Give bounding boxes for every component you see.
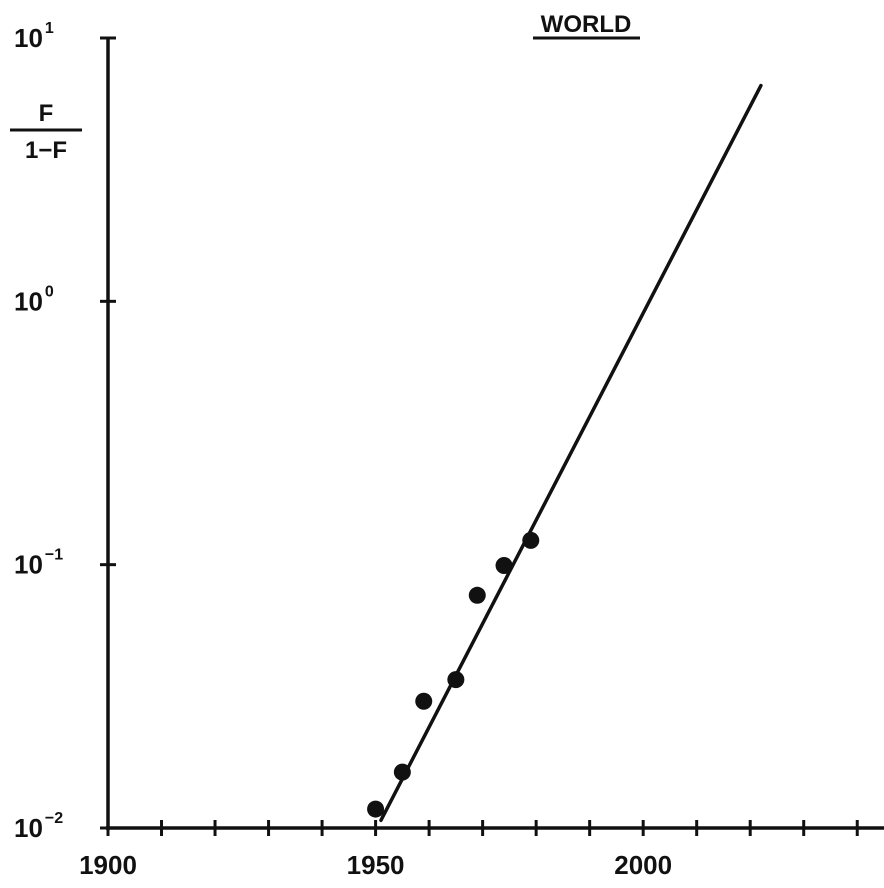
y-tick-label-1: 10 0 xyxy=(14,283,54,316)
x-ticks: 1900 1950 2000 xyxy=(79,820,859,880)
data-point-6 xyxy=(522,531,540,549)
data-point-3 xyxy=(447,671,465,689)
y-tick-label-0: 10 1 xyxy=(14,20,54,53)
axes xyxy=(106,38,884,830)
chart-labels: WORLD F 1−F xyxy=(10,11,640,164)
y-axis-label-denominator: 1−F xyxy=(25,137,67,164)
fit-line-group xyxy=(379,83,763,823)
y-axis-label-numerator: F xyxy=(39,100,54,127)
y-tick-label-3: 10 −2 xyxy=(14,810,63,843)
data-points xyxy=(367,531,540,818)
data-point-1 xyxy=(393,763,411,781)
x-tick-label-1900: 1900 xyxy=(79,850,137,880)
data-point-4 xyxy=(468,586,486,604)
chart-title: WORLD xyxy=(541,11,632,38)
data-point-5 xyxy=(495,556,513,574)
x-tick-label-1950: 1950 xyxy=(347,850,405,880)
x-tick-label-2000: 2000 xyxy=(614,850,672,880)
data-point-0 xyxy=(367,800,385,818)
data-point-2 xyxy=(415,692,433,710)
y-tick-label-2: 10 −1 xyxy=(14,547,63,580)
fit-line xyxy=(379,83,763,823)
